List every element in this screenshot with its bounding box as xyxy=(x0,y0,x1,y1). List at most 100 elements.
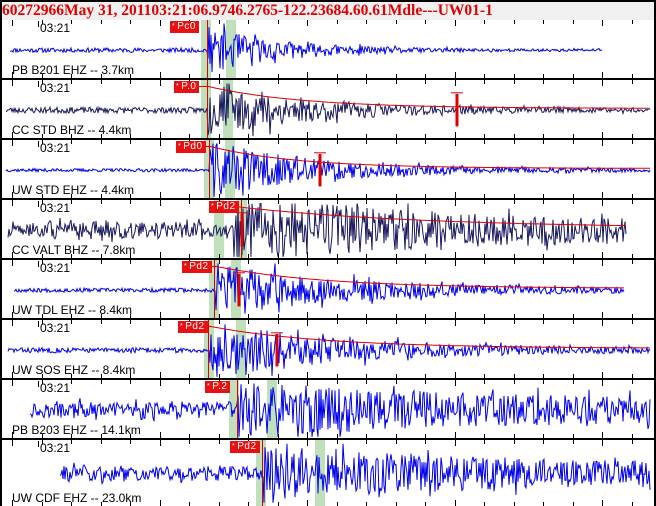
phase-tag-label: P.0 xyxy=(181,81,197,92)
phase-tag-label: Pd2 xyxy=(216,201,236,212)
phase-pick-line[interactable] xyxy=(241,200,242,258)
phase-pick-line[interactable] xyxy=(262,440,263,506)
station-channel-label: CC STD BHZ -- 4.4km xyxy=(12,123,132,137)
time-tick-icon xyxy=(38,81,39,87)
event-id: 60272966 xyxy=(2,2,64,19)
event-trailing: -1 xyxy=(479,2,493,19)
phase-tag[interactable]: * Pd2 xyxy=(209,201,239,213)
amplitude-marker xyxy=(314,152,326,187)
trace-time-label: 03:21 xyxy=(38,321,70,335)
waveform-plot xyxy=(7,202,627,257)
phase-tag[interactable]: * Pd2 xyxy=(182,261,212,273)
waveform-plot xyxy=(7,324,651,377)
time-tick-icon xyxy=(38,201,39,207)
waveform-path xyxy=(7,202,627,257)
amplitude-marker xyxy=(451,92,463,127)
event-count: 01 xyxy=(464,2,480,19)
phase-tag-star: * xyxy=(207,383,211,390)
phase-pick-line[interactable] xyxy=(207,80,208,138)
phase-tag-label: Pc0 xyxy=(177,21,196,32)
phase-pick-line[interactable] xyxy=(209,140,210,198)
phase-tag[interactable]: * P.2 xyxy=(205,381,231,393)
trace-panel[interactable]: * Pd2 03:21 UW TDL EHZ -- 8.4km xyxy=(2,260,654,320)
trace-time-label: 03:21 xyxy=(38,441,71,455)
station-channel-label: PB B201 EHZ -- 3.7km xyxy=(12,63,135,77)
trace-time-label: 03:21 xyxy=(38,381,71,395)
time-text: 03:21 xyxy=(40,201,71,215)
station-channel-label: CC VALT BHZ -- 7.8km xyxy=(12,243,136,257)
phase-tag[interactable]: * Pc0 xyxy=(170,21,199,33)
phase-pick-line[interactable] xyxy=(207,20,208,78)
event-depth: 4.6 xyxy=(341,2,361,19)
station-channel-label: UW TDL EHZ -- 8.4km xyxy=(12,303,133,317)
waveform-path xyxy=(59,443,651,503)
event-quality: le xyxy=(411,2,423,19)
trace-time-label: 03:21 xyxy=(38,141,71,155)
waveform-path xyxy=(29,383,651,437)
time-text: 03:21 xyxy=(40,81,71,95)
time-tick-icon xyxy=(38,141,39,147)
phase-tag[interactable]: * P.0 xyxy=(174,81,200,93)
time-text: 03:21 xyxy=(40,441,71,455)
time-text: 03:21 xyxy=(40,141,71,155)
phase-tag-label: Pd2 xyxy=(237,441,257,452)
trace-panel[interactable]: * Pc0 03:21 PB B201 EHZ -- 3.7km xyxy=(2,20,654,80)
event-date: May 31, 2011 xyxy=(64,2,152,19)
waveform-path xyxy=(9,23,603,73)
waveform-plot xyxy=(5,143,651,197)
waveform-plot xyxy=(5,83,651,137)
time-text: 03:21 xyxy=(40,381,71,395)
time-tick-icon xyxy=(38,321,39,327)
phase-tag-star: * xyxy=(184,263,188,270)
trace-panel-list: * Pc0 03:21 PB B201 EHZ -- 3.7km * P.0 03:21 CC… xyxy=(2,20,654,506)
waveform-plot xyxy=(13,263,625,314)
coda-decay-envelope xyxy=(211,205,627,227)
trace-time-label: 03:21 xyxy=(38,21,70,35)
trace-panel[interactable]: * P.2 03:21 PB B203 EHZ -- 14.1km xyxy=(2,380,654,440)
coda-decay-envelope xyxy=(185,85,648,109)
trace-panel[interactable]: * P.0 03:21 CC STD BHZ -- 4.4km xyxy=(2,80,654,140)
coda-window-band xyxy=(201,20,211,78)
waveform-path xyxy=(5,143,651,197)
phase-tag[interactable]: * Pd0 xyxy=(176,141,206,153)
event-network: UW xyxy=(437,2,465,19)
phase-tag-label: Pd2 xyxy=(185,321,205,332)
waveform-path xyxy=(7,324,651,377)
station-channel-label: UW CDF EHZ -- 23.0km xyxy=(12,491,142,505)
event-magnitude: 0.61 xyxy=(360,2,388,19)
station-channel-label: PB B203 EHZ -- 14.1km xyxy=(12,423,141,437)
phase-tag-star: * xyxy=(178,143,182,150)
coda-decay-envelope xyxy=(187,145,650,169)
coda-window-band xyxy=(229,380,239,438)
event-mag-type: Md xyxy=(387,2,412,19)
event-dash: --- xyxy=(422,2,438,19)
trace-time-label: 03:21 xyxy=(38,81,71,95)
coda-window-band xyxy=(231,260,241,318)
station-channel-label: UW STD EHZ -- 4.4km xyxy=(12,183,134,197)
event-time: 03:21:06.97 xyxy=(151,2,228,19)
waveform-path xyxy=(13,263,625,314)
coda-window-band xyxy=(267,380,277,438)
trace-panel[interactable]: * Pd0 03:21 UW STD EHZ -- 4.4km xyxy=(2,140,654,200)
waveform-path xyxy=(5,83,651,137)
phase-tag-star: * xyxy=(176,83,180,90)
phase-pick-line[interactable] xyxy=(208,320,209,378)
waveform-plot xyxy=(9,23,603,73)
event-latitude: 46.2765 xyxy=(227,2,278,19)
phase-tag-star: * xyxy=(180,323,184,330)
amplitude-marker xyxy=(271,332,283,367)
phase-tag-label: Pd0 xyxy=(183,141,203,152)
time-tick-icon xyxy=(38,261,39,267)
trace-panel[interactable]: * Pd2 03:21 UW SOS EHZ -- 8.4km xyxy=(2,320,654,380)
trace-panel[interactable]: * Pd2 03:21 UW CDF EHZ -- 23.0km xyxy=(2,440,654,506)
phase-tag[interactable]: * Pd2 xyxy=(178,321,208,333)
phase-tag-label: Pd2 xyxy=(189,261,209,272)
phase-tag[interactable]: * Pd2 xyxy=(230,441,260,453)
coda-window-band xyxy=(201,80,211,138)
trace-panel[interactable]: * Pd2 03:21 CC VALT BHZ -- 7.8km xyxy=(2,200,654,260)
phase-pick-line[interactable] xyxy=(214,260,215,318)
phase-pick-line[interactable] xyxy=(237,380,238,438)
time-text: 03:21 xyxy=(40,261,71,275)
trace-time-label: 03:21 xyxy=(38,261,71,275)
